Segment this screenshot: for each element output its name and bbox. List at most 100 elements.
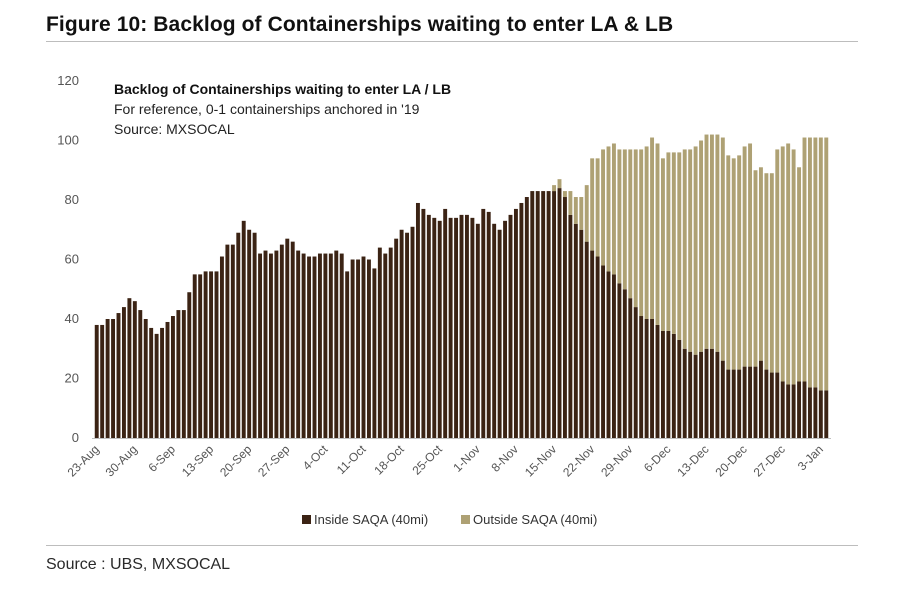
bar-inside xyxy=(138,310,143,438)
bar-inside xyxy=(748,366,753,438)
bar-outside xyxy=(720,137,725,361)
bar-outside xyxy=(813,137,818,388)
bar-inside xyxy=(154,333,159,439)
bar-outside xyxy=(742,146,747,367)
bar-inside xyxy=(780,381,785,438)
bar-outside xyxy=(655,143,660,325)
bar-inside xyxy=(573,223,578,438)
bar-inside xyxy=(421,208,426,438)
bar-inside xyxy=(339,253,344,438)
footer-divider xyxy=(46,545,858,546)
bar-inside xyxy=(350,259,355,438)
bar-inside xyxy=(323,253,328,438)
bar-inside xyxy=(399,229,404,438)
bar-inside xyxy=(317,253,322,438)
source-footer: Source : UBS, MXSOCAL xyxy=(46,556,231,573)
bar-inside xyxy=(247,229,252,438)
bar-inside xyxy=(94,324,99,438)
bar-outside xyxy=(758,167,763,361)
x-tick-label: 6-Dec xyxy=(641,442,674,475)
bar-inside xyxy=(437,220,442,438)
bar-inside xyxy=(410,226,415,438)
bar-outside xyxy=(797,167,802,382)
x-tick-label: 27-Sep xyxy=(255,442,292,479)
y-tick-label: 60 xyxy=(65,252,79,267)
bar-inside xyxy=(508,214,513,439)
bar-inside xyxy=(807,387,812,438)
bar-series xyxy=(94,134,829,439)
x-tick-label: 20-Sep xyxy=(217,442,254,479)
bar-inside xyxy=(443,208,448,438)
bar-inside xyxy=(677,339,682,438)
bar-inside xyxy=(726,369,731,438)
bar-inside xyxy=(296,250,301,438)
bar-outside xyxy=(660,158,665,331)
bar-outside xyxy=(802,137,807,382)
bar-inside xyxy=(557,188,562,438)
bar-inside xyxy=(797,381,802,438)
x-tick-label: 22-Nov xyxy=(560,442,597,479)
bar-inside xyxy=(165,321,170,438)
bar-outside xyxy=(786,143,791,385)
bar-outside xyxy=(753,170,758,367)
bar-outside xyxy=(807,137,812,388)
bar-outside xyxy=(606,146,611,272)
bar-inside xyxy=(301,253,306,438)
bar-outside xyxy=(688,149,693,352)
bar-inside xyxy=(394,238,399,438)
bar-inside xyxy=(149,327,154,438)
bar-inside xyxy=(753,366,758,438)
x-axis: 23-Aug 30-Aug 6-Sep 13-Sep 20-Sep 27-Sep 4-Oct… xyxy=(65,438,831,479)
x-tick-label: 18-Oct xyxy=(371,442,407,478)
bar-inside xyxy=(492,223,497,438)
bar-inside xyxy=(769,372,774,438)
bar-outside xyxy=(573,197,578,224)
bar-inside xyxy=(209,271,214,438)
bar-inside xyxy=(720,360,725,438)
bar-inside xyxy=(650,319,655,438)
x-tick-label: 3-Jan xyxy=(795,442,826,473)
bar-inside xyxy=(688,351,693,438)
bar-inside xyxy=(541,191,546,438)
x-tick-label: 25-Oct xyxy=(409,442,445,478)
bar-inside xyxy=(328,253,333,438)
x-tick-label: 15-Nov xyxy=(522,442,559,479)
bar-inside xyxy=(802,381,807,438)
bar-outside xyxy=(824,137,829,391)
bar-inside xyxy=(590,250,595,438)
bar-outside xyxy=(666,152,671,331)
bar-outside xyxy=(671,152,676,334)
bar-inside xyxy=(503,220,508,438)
bar-inside xyxy=(263,250,268,438)
bar-outside xyxy=(780,146,785,382)
bar-outside xyxy=(622,149,627,290)
bar-inside xyxy=(160,327,165,438)
bar-outside xyxy=(748,143,753,367)
bar-outside xyxy=(693,146,698,355)
bar-inside xyxy=(454,217,459,438)
bar-inside xyxy=(285,238,290,438)
legend-label-outside: Outside SAQA (40mi) xyxy=(473,512,597,527)
x-tick-label: 11-Oct xyxy=(334,442,369,477)
bar-inside xyxy=(519,202,524,438)
bar-inside xyxy=(111,319,116,438)
x-tick-label: 1-Nov xyxy=(450,442,483,475)
bar-inside xyxy=(475,223,480,438)
bar-inside xyxy=(366,259,371,438)
bar-inside xyxy=(203,271,208,438)
x-tick-label: 27-Dec xyxy=(751,442,788,479)
bar-inside xyxy=(415,202,420,438)
bar-inside xyxy=(187,292,192,438)
bar-inside xyxy=(170,316,175,438)
bar-inside xyxy=(105,319,110,438)
bar-inside xyxy=(699,351,704,438)
bar-inside xyxy=(176,310,181,438)
bar-outside xyxy=(769,173,774,373)
bar-outside xyxy=(568,191,573,215)
bar-inside xyxy=(524,197,529,438)
x-tick-label: 13-Sep xyxy=(179,442,216,479)
bar-inside xyxy=(307,256,312,438)
bar-outside xyxy=(650,137,655,319)
bar-outside xyxy=(699,140,704,352)
bar-inside xyxy=(513,208,518,438)
